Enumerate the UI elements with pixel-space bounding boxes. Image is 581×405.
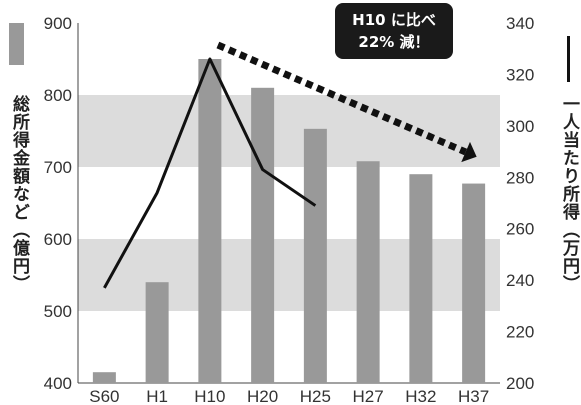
grid-band	[78, 95, 500, 167]
bar-series	[92, 59, 486, 384]
trend-arrow-head	[461, 141, 477, 163]
bar-S60	[92, 372, 116, 383]
line-legend-swatch	[567, 36, 570, 82]
right-tick-label: 280	[506, 168, 534, 187]
x-tick-label: H1	[146, 387, 168, 405]
right-tick-label: 340	[506, 14, 534, 33]
left-axis-label: 総所得金額など（億円）	[9, 95, 29, 293]
line-series	[103, 57, 317, 289]
right-tick-label: 320	[506, 65, 534, 84]
bar-H1	[145, 282, 169, 383]
trend-arrow	[216, 41, 477, 163]
bar-legend-swatch	[9, 23, 24, 65]
right-tick-label: 260	[506, 220, 534, 239]
bar-H37	[462, 183, 486, 383]
x-tick-label: H10	[194, 387, 225, 405]
annotation-callout: H10 に比べ 22% 減！	[335, 3, 453, 59]
right-tick-label: 240	[506, 271, 534, 290]
left-tick-label: 500	[44, 302, 72, 321]
right-axis-label: 一人当たり所得（万円）	[559, 95, 579, 293]
left-axis-ticks: 400 500 600 700 800 900	[44, 14, 72, 393]
x-tick-label: H20	[247, 387, 278, 405]
bar-H27	[356, 161, 380, 383]
left-tick-label: 800	[44, 86, 72, 105]
right-axis-ticks: 200 220 240 260 280 300 320 340	[506, 14, 534, 393]
bar-H20	[251, 87, 275, 384]
bar-H32	[409, 174, 433, 383]
trend-arrow-shaft	[216, 41, 468, 156]
left-tick-label: 400	[44, 374, 72, 393]
grid-band	[78, 239, 500, 311]
left-tick-label: 700	[44, 158, 72, 177]
right-tick-label: 200	[506, 374, 534, 393]
right-tick-label: 300	[506, 117, 534, 136]
x-tick-label: S60	[89, 387, 119, 405]
left-tick-label: 900	[44, 14, 72, 33]
left-tick-label: 600	[44, 230, 72, 249]
line-per-capita-income	[103, 57, 317, 289]
x-axis-ticks: S60 H1 H10 H20 H25 H27 H32 H37	[89, 387, 489, 405]
bar-H10	[198, 59, 222, 383]
right-tick-label: 220	[506, 323, 534, 342]
x-tick-label: H25	[300, 387, 331, 405]
annotation-line-2: 22% 減！	[358, 33, 430, 51]
x-tick-label: H37	[458, 387, 489, 405]
x-tick-label: H27	[353, 387, 384, 405]
annotation-line-1: H10 に比べ	[352, 11, 436, 29]
x-tick-label: H32	[405, 387, 436, 405]
bar-H25	[303, 128, 327, 383]
